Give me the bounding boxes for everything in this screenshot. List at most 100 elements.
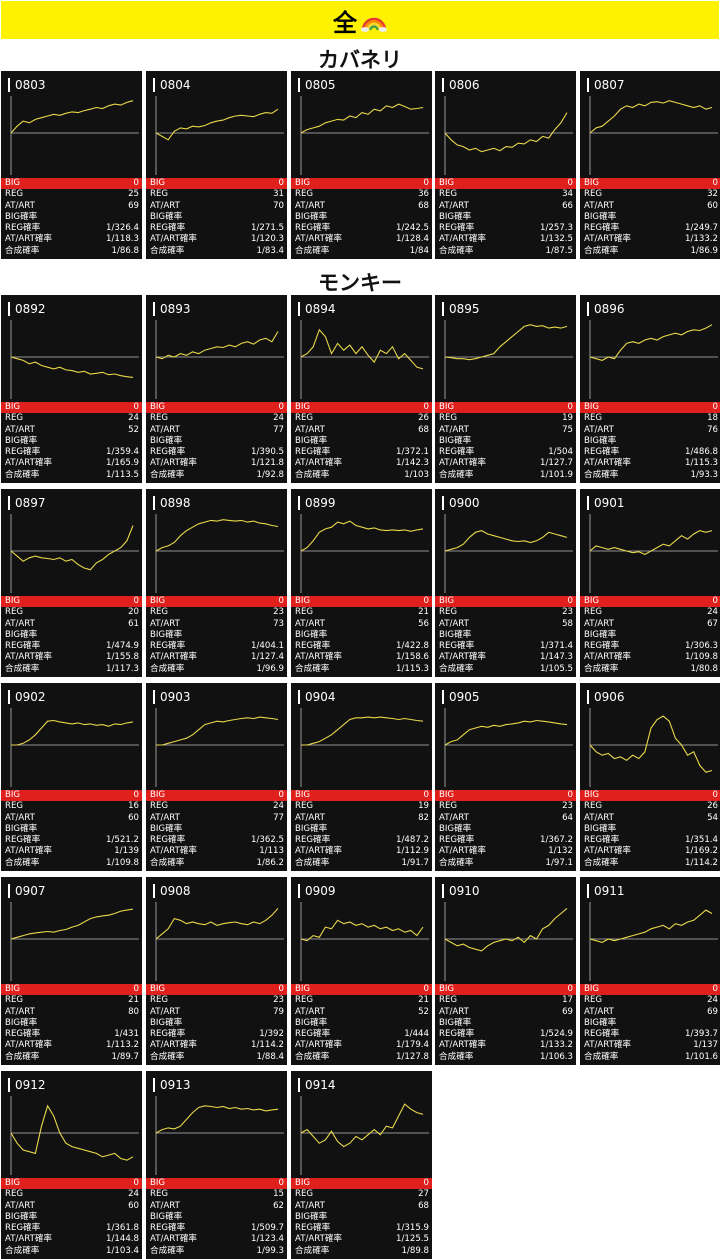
machine-card-0893[interactable]: 0893 BIG 0 REG 24 AT/ART 77 BIG確率 REG確率 1/390.5 AT… (146, 295, 287, 483)
stat-value: 1/242.5 (396, 223, 429, 234)
stat-row-big-prob: BIG確率 (580, 824, 720, 835)
stat-label: BIG (295, 790, 311, 800)
stat-value: 1/155.8 (106, 652, 139, 663)
machine-card-0894[interactable]: 0894 BIG 0 REG 26 AT/ART 68 BIG確率 REG確率 1/372.1 AT… (291, 295, 432, 483)
machine-card-0908[interactable]: 0908 BIG 0 REG 23 AT/ART 79 BIG確率 REG確率 1/392 AT/A… (146, 877, 287, 1065)
stat-label: BIG (5, 402, 21, 412)
machine-card-0905[interactable]: 0905 BIG 0 REG 23 AT/ART 64 BIG確率 REG確率 1/367.2 AT… (435, 683, 576, 871)
machine-stats: BIG 0 REG 24 AT/ART 77 BIG確率 REG確率 1/390.5 AT/ART… (146, 402, 287, 481)
stat-row-big-prob: BIG確率 (435, 436, 576, 447)
machine-card-0912[interactable]: 0912 BIG 0 REG 24 AT/ART 60 BIG確率 REG確率 1/361.8 AT… (1, 1071, 142, 1259)
stat-row-big: BIG 0 (435, 402, 576, 414)
stat-value: 1/249.7 (685, 223, 718, 234)
stat-row-big: BIG 0 (580, 596, 720, 608)
stat-label: REG確率 (584, 641, 620, 652)
stat-value: 32 (707, 189, 718, 200)
trend-chart (300, 320, 429, 399)
machine-card-0907[interactable]: 0907 BIG 0 REG 21 AT/ART 80 BIG確率 REG確率 1/431 AT/A… (1, 877, 142, 1065)
stat-row-at-prob: AT/ART確率 1/112.9 (291, 846, 432, 857)
stat-row-big-prob: BIG確率 (291, 436, 432, 447)
stat-label: REG確率 (150, 1223, 186, 1234)
machine-card-0911[interactable]: 0911 BIG 0 REG 24 AT/ART 69 BIG確率 REG確率 1/393.7 AT… (580, 877, 720, 1065)
machine-card-0900[interactable]: 0900 BIG 0 REG 23 AT/ART 58 BIG確率 REG確率 1/371.4 AT… (435, 489, 576, 677)
stat-value: 68 (418, 1200, 429, 1211)
stat-label: AT/ART確率 (150, 1040, 198, 1051)
stat-label: 合成確率 (150, 857, 185, 868)
machine-card-0805[interactable]: 0805 BIG 0 REG 36 AT/ART 68 BIG確率 REG確率 1/242.5 AT… (291, 71, 432, 259)
stat-value: 0 (278, 402, 284, 412)
trend-chart (589, 708, 718, 787)
stat-value: 1/133.2 (540, 1040, 573, 1051)
stat-label: BIG確率 (439, 629, 472, 640)
stat-row-reg-prob: REG確率 1/509.7 (146, 1223, 287, 1234)
stat-value: 68 (418, 200, 429, 211)
machine-card-0892[interactable]: 0892 BIG 0 REG 24 AT/ART 52 BIG確率 REG確率 1/359.4 AT… (1, 295, 142, 483)
stat-label: AT/ART (5, 1006, 35, 1017)
stat-value: 24 (707, 995, 718, 1006)
machine-card-0914[interactable]: 0914 BIG 0 REG 27 AT/ART 68 BIG確率 REG確率 1/315.9 AT… (291, 1071, 432, 1259)
machine-card-0898[interactable]: 0898 BIG 0 REG 23 AT/ART 73 BIG確率 REG確率 1/404.1 AT… (146, 489, 287, 677)
stat-row-total-prob: 合成確率 1/84 (291, 246, 432, 257)
stat-row-big: BIG 0 (580, 178, 720, 190)
stat-label: BIG確率 (150, 1017, 183, 1028)
stat-value: 1/113.2 (106, 1040, 139, 1051)
machine-card-0910[interactable]: 0910 BIG 0 REG 17 AT/ART 69 BIG確率 REG確率 1/524.9 AT… (435, 877, 576, 1065)
machine-card-0904[interactable]: 0904 BIG 0 REG 19 AT/ART 82 BIG確率 REG確率 1/487.2 AT… (291, 683, 432, 871)
stat-row-big: BIG 0 (435, 596, 576, 608)
stat-label: AT/ART (439, 812, 469, 823)
machine-card-0909[interactable]: 0909 BIG 0 REG 21 AT/ART 52 BIG確率 REG確率 1/444 AT/A… (291, 877, 432, 1065)
stat-row-reg-prob: REG確率 1/362.5 (146, 835, 287, 846)
stat-row-big-prob: BIG確率 (1, 630, 142, 641)
stat-label: 合成確率 (295, 1245, 330, 1256)
rainbow-icon (361, 17, 387, 32)
machine-card-0899[interactable]: 0899 BIG 0 REG 21 AT/ART 56 BIG確率 REG確率 1/422.8 AT… (291, 489, 432, 677)
machine-card-0804[interactable]: 0804 BIG 0 REG 31 AT/ART 70 BIG確率 REG確率 1/271.5 AT… (146, 71, 287, 259)
stat-label: REG (150, 1189, 169, 1200)
stat-value: 0 (278, 178, 284, 188)
stat-row-at: AT/ART 76 (580, 425, 720, 436)
machine-card-0806[interactable]: 0806 BIG 0 REG 34 AT/ART 66 BIG確率 REG確率 1/257.3 AT… (435, 71, 576, 259)
machine-card-0903[interactable]: 0903 BIG 0 REG 24 AT/ART 77 BIG確率 REG確率 1/362.5 AT… (146, 683, 287, 871)
machine-number: 0894 (298, 302, 336, 316)
stat-label: BIG確率 (295, 1017, 328, 1028)
stat-row-at: AT/ART 68 (291, 1201, 432, 1212)
stat-row-at: AT/ART 67 (580, 619, 720, 630)
machine-card-0897[interactable]: 0897 BIG 0 REG 20 AT/ART 61 BIG確率 REG確率 1/474.9 AT… (1, 489, 142, 677)
stat-value: 1/142.3 (396, 458, 429, 469)
stat-label: REG確率 (150, 447, 186, 458)
stat-row-total-prob: 合成確率 1/106.3 (435, 1052, 576, 1063)
stat-label: BIG (5, 984, 21, 994)
trend-line (10, 356, 134, 378)
stat-value: 69 (707, 1006, 718, 1017)
machine-card-0906[interactable]: 0906 BIG 0 REG 26 AT/ART 54 BIG確率 REG確率 1/351.4 AT… (580, 683, 720, 871)
stat-row-big: BIG 0 (580, 984, 720, 996)
machine-card-0895[interactable]: 0895 BIG 0 REG 19 AT/ART 75 BIG確率 REG確率 1/504 AT/A… (435, 295, 576, 483)
machine-card-0901[interactable]: 0901 BIG 0 REG 24 AT/ART 67 BIG確率 REG確率 1/306.3 AT… (580, 489, 720, 677)
stat-label: AT/ART確率 (439, 652, 487, 663)
stat-row-big-prob: BIG確率 (580, 212, 720, 223)
stat-row-at-prob: AT/ART確率 1/147.3 (435, 652, 576, 663)
stat-label: AT/ART (295, 200, 325, 211)
machine-card-0902[interactable]: 0902 BIG 0 REG 16 AT/ART 60 BIG確率 REG確率 1/521.2 AT… (1, 683, 142, 871)
stat-value: 1/91.7 (401, 857, 430, 868)
stat-row-at: AT/ART 52 (291, 1007, 432, 1018)
machine-card-0913[interactable]: 0913 BIG 0 REG 15 AT/ART 62 BIG確率 REG確率 1/509.7 AT… (146, 1071, 287, 1259)
trend-line (156, 716, 279, 746)
machine-card-0896[interactable]: 0896 BIG 0 REG 18 AT/ART 76 BIG確率 REG確率 1/486.8 AT… (580, 295, 720, 483)
stat-row-at: AT/ART 66 (435, 201, 576, 212)
machine-stats: BIG 0 REG 19 AT/ART 75 BIG確率 REG確率 1/504 AT/ART確率… (435, 402, 576, 481)
machine-stats: BIG 0 REG 26 AT/ART 68 BIG確率 REG確率 1/372.1 AT/ART… (291, 402, 432, 481)
stat-value: 1/158.6 (396, 652, 429, 663)
stat-row-big: BIG 0 (1, 1178, 142, 1190)
stat-label: AT/ART (295, 812, 325, 823)
machine-card-0803[interactable]: 0803 BIG 0 REG 25 AT/ART 69 BIG確率 REG確率 1/326.4 AT… (1, 71, 142, 259)
stat-value: 1/137 (693, 1040, 718, 1051)
stat-label: AT/ART (439, 424, 469, 435)
stat-label: 合成確率 (5, 1245, 40, 1256)
stat-row-big-prob: BIG確率 (435, 212, 576, 223)
stat-value: 80 (128, 1006, 139, 1017)
stat-row-big-prob: BIG確率 (291, 1018, 432, 1029)
stat-label: REG (150, 413, 169, 424)
stat-row-at-prob: AT/ART確率 1/133.2 (435, 1040, 576, 1051)
machine-card-0807[interactable]: 0807 BIG 0 REG 32 AT/ART 60 BIG確率 REG確率 1/249.7 AT… (580, 71, 720, 259)
